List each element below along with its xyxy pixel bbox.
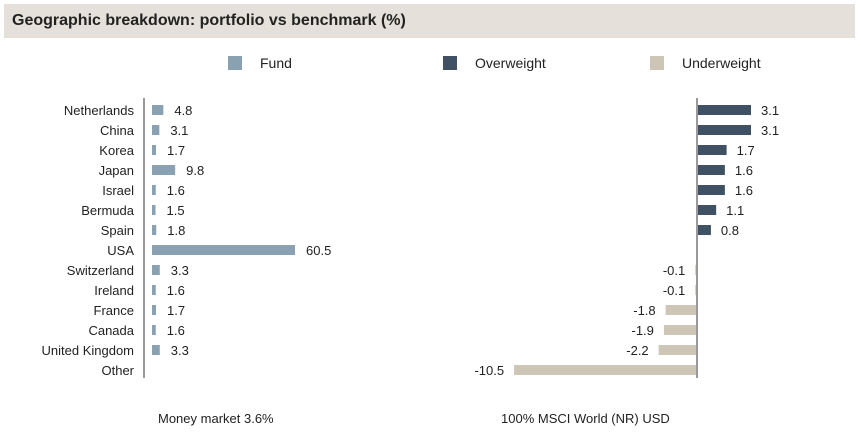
legend-swatch-overweight [443,56,457,70]
fund-bar-usa [152,245,295,255]
relative-value-canada: -1.9 [631,323,653,338]
underweight-bar-other [514,365,697,375]
overweight-bar-netherlands [697,105,751,115]
overweight-bar-japan [697,165,725,175]
footer-benchmark: 100% MSCI World (NR) USD [501,411,670,426]
fund-value-spain: 1.8 [167,223,185,238]
legend-label-fund: Fund [260,55,292,71]
category-label-japan: Japan [99,163,134,178]
fund-bar-switzerland [152,265,160,275]
overweight-bar-spain [697,225,711,235]
overweight-bar-korea [697,145,727,155]
relative-value-united-kingdom: -2.2 [626,343,648,358]
fund-value-israel: 1.6 [167,183,185,198]
category-label-korea: Korea [99,143,134,158]
legend-label-underweight: Underweight [682,55,761,71]
fund-value-switzerland: 3.3 [171,263,189,278]
chart-title: Geographic breakdown: portfolio vs bench… [12,12,406,29]
category-label-switzerland: Switzerland [67,263,134,278]
underweight-bar-france [665,305,697,315]
category-label-netherlands: Netherlands [64,103,135,118]
relative-value-other: -10.5 [474,363,504,378]
relative-value-japan: 1.6 [735,163,753,178]
relative-value-israel: 1.6 [735,183,753,198]
relative-value-china: 3.1 [761,123,779,138]
relative-value-switzerland: -0.1 [663,263,685,278]
fund-bar-united-kingdom [152,345,160,355]
fund-bar-bermuda [152,205,156,215]
fund-bar-france [152,305,157,315]
fund-value-canada: 1.6 [167,323,185,338]
overweight-bar-china [697,125,751,135]
legend-label-overweight: Overweight [475,55,546,71]
fund-bar-israel [152,185,156,195]
category-label-ireland: Ireland [94,283,134,298]
category-label-france: France [94,303,134,318]
fund-value-france: 1.7 [167,303,185,318]
category-label-canada: Canada [88,323,134,338]
relative-value-netherlands: 3.1 [761,103,779,118]
category-label-spain: Spain [101,223,134,238]
footer-money-market: Money market 3.6% [158,411,274,426]
underweight-bar-united-kingdom [658,345,697,355]
legend-swatch-underweight [650,56,664,70]
category-label-bermuda: Bermuda [81,203,135,218]
category-label-united-kingdom: United Kingdom [42,343,135,358]
relative-value-bermuda: 1.1 [726,203,744,218]
fund-value-korea: 1.7 [167,143,185,158]
fund-value-japan: 9.8 [186,163,204,178]
title-bar: Geographic breakdown: portfolio vs bench… [4,4,855,38]
category-label-israel: Israel [102,183,134,198]
fund-value-china: 3.1 [170,123,188,138]
fund-bar-korea [152,145,157,155]
relative-value-spain: 0.8 [721,223,739,238]
underweight-bar-canada [663,325,697,335]
fund-bar-canada [152,325,156,335]
fund-bar-netherlands [152,105,164,115]
fund-value-ireland: 1.6 [167,283,185,298]
fund-value-bermuda: 1.5 [167,203,185,218]
relative-value-ireland: -0.1 [663,283,685,298]
legend-swatch-fund [228,56,242,70]
fund-value-netherlands: 4.8 [174,103,192,118]
fund-value-usa: 60.5 [306,243,331,258]
fund-bar-spain [152,225,157,235]
fund-bar-japan [152,165,176,175]
fund-bar-china [152,125,160,135]
fund-value-united-kingdom: 3.3 [171,343,189,358]
overweight-bar-bermuda [697,205,717,215]
category-label-usa: USA [107,243,134,258]
category-label-other: Other [101,363,134,378]
category-label-china: China [100,123,135,138]
overweight-bar-israel [697,185,725,195]
relative-value-france: -1.8 [633,303,655,318]
fund-bar-ireland [152,285,156,295]
relative-value-korea: 1.7 [737,143,755,158]
